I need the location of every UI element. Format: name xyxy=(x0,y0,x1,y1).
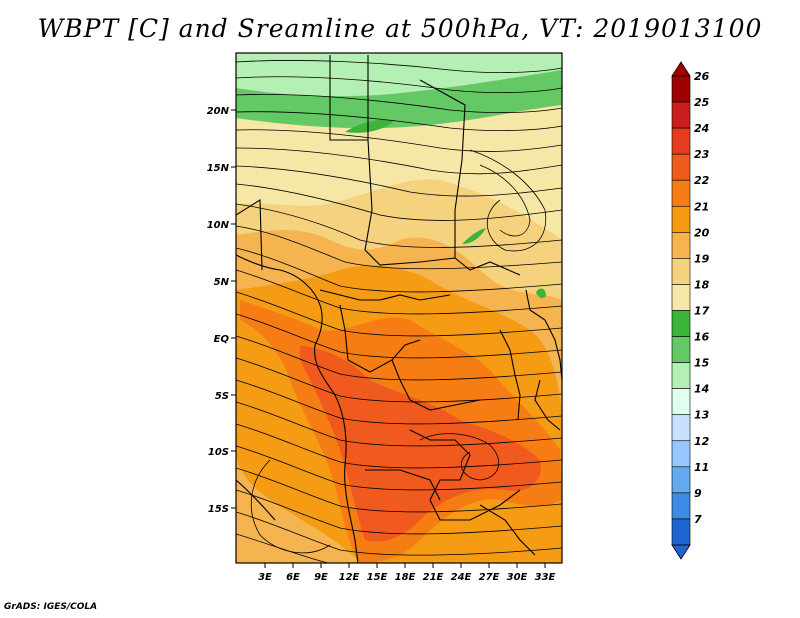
colorbar-label: 17 xyxy=(694,305,710,318)
colorbar-swatch xyxy=(671,518,691,546)
colorbar-swatch xyxy=(671,101,691,129)
wbpt-band-23 xyxy=(300,345,541,542)
colorbar-swatch xyxy=(671,440,691,468)
colorbar-label: 20 xyxy=(694,226,710,239)
colorbar-swatch xyxy=(671,75,691,103)
colorbar-label: 21 xyxy=(694,200,709,213)
colorbar-swatch xyxy=(671,258,691,285)
lon-label: 33E xyxy=(535,572,556,583)
colorbar-arrow-bottom xyxy=(671,544,691,560)
map-plot-area xyxy=(236,53,562,563)
wbpt-patch-17a xyxy=(345,119,395,133)
colorbar-swatch xyxy=(671,466,691,494)
lat-label: 5N xyxy=(214,277,230,288)
colorbar-swatch xyxy=(671,310,691,337)
map-title: WBPT [C] and Sreamline at 500hPa, VT: 20… xyxy=(37,14,763,43)
lon-label: 15E xyxy=(367,572,388,583)
lat-label: 10S xyxy=(208,447,229,458)
colorbar-label: 25 xyxy=(694,96,710,109)
wbpt-band-15 xyxy=(236,53,562,97)
lon-label: 21E xyxy=(423,572,444,583)
lon-label: 3E xyxy=(258,572,272,583)
wbpt-patch-17c xyxy=(536,288,546,299)
lat-label: 5S xyxy=(215,391,229,402)
lat-label: 15N xyxy=(207,163,230,174)
colorbar-label: 14 xyxy=(694,383,709,396)
colorbar-arrow-top xyxy=(671,61,691,77)
latitude-axis: 20N 15N 10N 5N EQ 5S 10S 15S xyxy=(207,106,236,515)
colorbar-label: 7 xyxy=(694,513,702,526)
colorbar-swatch xyxy=(671,362,691,389)
colorbar-swatch xyxy=(671,179,691,207)
lon-label: 24E xyxy=(451,572,472,583)
colorbar-swatch xyxy=(671,153,691,181)
lon-label: 30E xyxy=(507,572,528,583)
country-borders xyxy=(236,55,562,563)
wbpt-patch-17b xyxy=(462,228,486,244)
colorbar-label: 11 xyxy=(694,461,709,474)
colorbar-swatch xyxy=(671,388,691,416)
colorbar-swatch xyxy=(671,492,691,520)
lon-label: 27E xyxy=(479,572,500,583)
map-frame xyxy=(235,52,563,564)
longitude-axis: 3E 6E 9E 12E 15E 18E 21E 24E 27E 30E 33E xyxy=(258,563,556,583)
lon-label: 9E xyxy=(314,572,328,583)
colorbar-label: 12 xyxy=(694,435,710,448)
colorbar-swatch xyxy=(671,205,691,233)
lat-label: EQ xyxy=(214,334,230,345)
lat-label: 15S xyxy=(208,504,229,515)
colorbar-label: 13 xyxy=(694,409,710,422)
lat-label: 20N xyxy=(207,106,230,117)
colorbar-label: 23 xyxy=(694,148,710,161)
colorbar-label: 15 xyxy=(694,357,710,370)
colorbar-label: 18 xyxy=(694,278,710,291)
footer-credit: GrADS: IGES/COLA xyxy=(4,602,98,612)
colorbar-label: 26 xyxy=(694,70,710,83)
colorbar-swatch xyxy=(671,414,691,442)
colorbar-label: 16 xyxy=(694,331,710,344)
colorbar-label: 22 xyxy=(694,174,710,187)
colorbar-swatch xyxy=(671,284,691,311)
colorbar-label: 24 xyxy=(694,122,709,135)
lat-label: 10N xyxy=(207,220,230,231)
lon-label: 12E xyxy=(339,572,360,583)
colorbar-swatch xyxy=(671,336,691,363)
lon-label: 6E xyxy=(286,572,300,583)
colorbar-label: 19 xyxy=(694,252,710,265)
colorbar: 26 25 24 23 22 21 20 19 18 17 16 15 14 13 12 11 9 7 xyxy=(671,61,710,560)
colorbar-label: 9 xyxy=(694,487,702,500)
lon-label: 18E xyxy=(395,572,416,583)
colorbar-swatch xyxy=(671,232,691,259)
colorbar-swatch xyxy=(671,127,691,155)
